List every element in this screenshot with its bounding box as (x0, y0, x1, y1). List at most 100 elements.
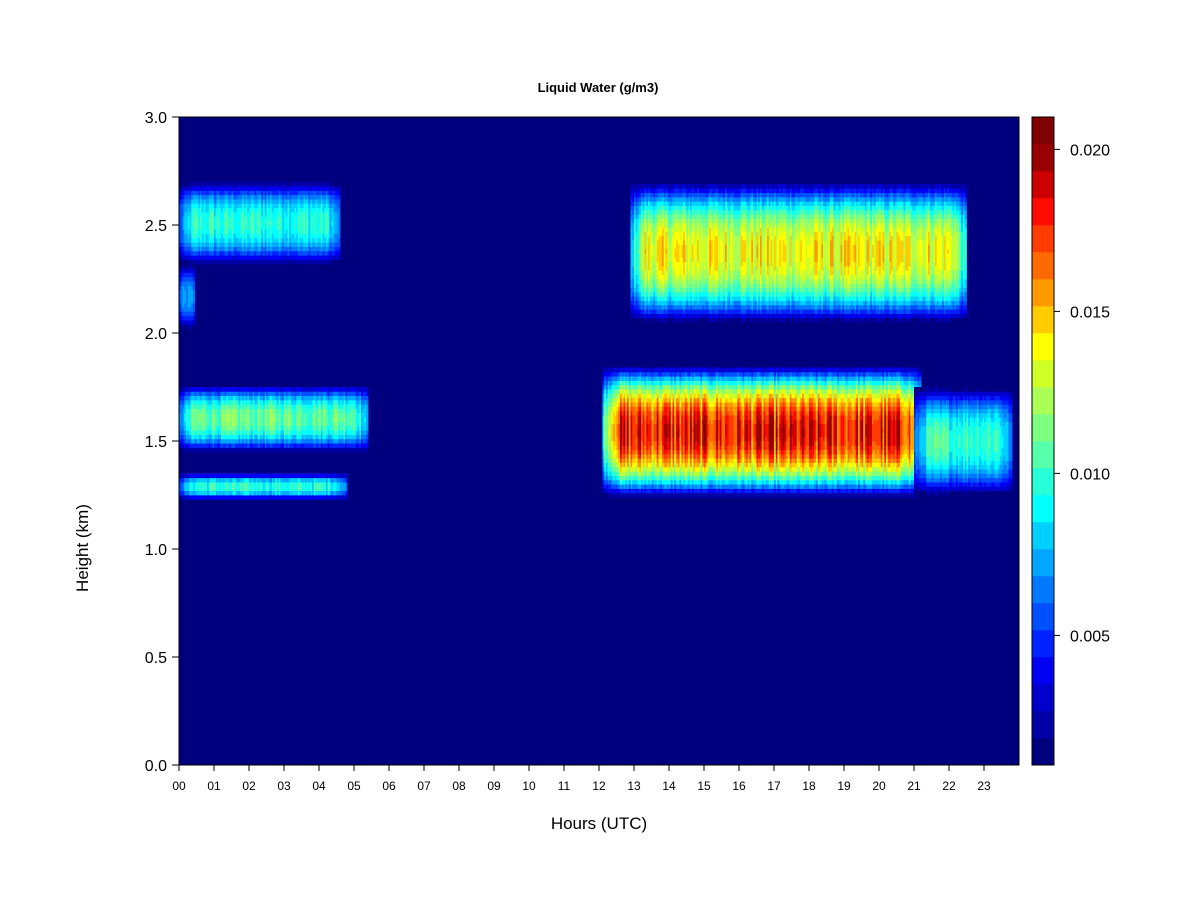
heatmap-cell (306, 242, 309, 247)
heatmap-cell (665, 201, 668, 206)
heatmap-cell (261, 250, 264, 256)
heatmap-cell (725, 261, 728, 267)
heatmap-cell (336, 246, 339, 252)
heatmap-cell (648, 214, 651, 219)
heatmap-cell (658, 209, 661, 215)
heatmap-cell (201, 237, 204, 243)
heatmap-cell (651, 287, 654, 293)
heatmap-cell (299, 212, 302, 217)
heatmap-cell (249, 225, 252, 230)
heatmap-cell (698, 304, 701, 310)
heatmap-cell (697, 235, 700, 241)
heatmap-cell (719, 291, 722, 297)
heatmap-cell (658, 188, 661, 193)
heatmap-cell (723, 209, 726, 215)
heatmap-cell (697, 313, 700, 319)
heatmap-cell (233, 220, 236, 226)
heatmap-cell (714, 192, 717, 198)
heatmap-cell (644, 231, 647, 237)
heatmap-cell (686, 248, 689, 254)
heatmap-cell (683, 266, 686, 271)
heatmap-cell (726, 266, 729, 271)
heatmap-cell (306, 255, 309, 260)
heatmap-cell (700, 196, 703, 202)
heatmap-cell (639, 183, 642, 189)
heatmap-cell (217, 259, 220, 265)
heatmap-cell (634, 261, 637, 267)
heatmap-cell (697, 270, 700, 276)
heatmap-cell (630, 304, 633, 310)
heatmap-cell (231, 212, 234, 217)
heatmap-cell (264, 250, 267, 256)
heatmap-cell (305, 242, 308, 247)
heatmap-cell (320, 220, 323, 226)
heatmap-cell (676, 201, 679, 206)
heatmap-cell (672, 283, 675, 289)
heatmap-cell (716, 291, 719, 297)
heatmap-cell (271, 194, 274, 200)
heatmap-cell (642, 309, 645, 314)
heatmap-cell (210, 255, 213, 260)
heatmap-cell (711, 266, 714, 271)
heatmap-cell (238, 199, 241, 204)
heatmap-cell (648, 266, 651, 271)
heatmap-cell (291, 199, 294, 204)
heatmap-cell (184, 229, 187, 235)
heatmap-cell (203, 233, 206, 239)
heatmap-cell (653, 274, 656, 280)
heatmap-cell (644, 270, 647, 276)
heatmap-cell (236, 194, 239, 200)
heatmap-cell (245, 246, 248, 252)
heatmap-cell (191, 285, 194, 291)
heatmap-cell (695, 261, 698, 267)
heatmap-cell (287, 203, 290, 209)
heatmap-cell (235, 212, 238, 217)
heatmap-cell (719, 317, 722, 323)
heatmap-cell (334, 259, 337, 265)
heatmap-cell (298, 186, 301, 191)
heatmap-cell (726, 300, 729, 306)
heatmap-cell (229, 216, 232, 222)
heatmap-cell (256, 237, 259, 243)
heatmap-cell (180, 225, 183, 230)
heatmap-cell (656, 317, 659, 323)
heatmap-cell (653, 257, 656, 263)
heatmap-cell (273, 207, 276, 213)
heatmap-cell (186, 268, 189, 273)
heatmap-cell (284, 255, 287, 260)
heatmap-cell (200, 186, 203, 191)
heatmap-cell (256, 203, 259, 209)
heatmap-cell (684, 196, 687, 202)
heatmap-cell (695, 192, 698, 198)
heatmap-cell (259, 207, 262, 213)
heatmap-cell (662, 291, 665, 297)
heatmap-cell (660, 261, 663, 267)
heatmap-cell (695, 209, 698, 215)
heatmap-cell (282, 246, 285, 252)
heatmap-cell (711, 317, 714, 323)
heatmap-cell (301, 186, 304, 191)
heatmap-cell (280, 199, 283, 204)
heatmap-cell (688, 227, 691, 232)
heatmap-cell (705, 309, 708, 314)
heatmap-cell (240, 216, 243, 222)
heatmap-cell (642, 244, 645, 250)
heatmap-cell (243, 190, 246, 196)
heatmap-cell (326, 181, 329, 187)
heatmap-cell (215, 207, 218, 213)
heatmap-cell (718, 209, 721, 215)
heatmap-cell (658, 183, 661, 189)
heatmap-cell (723, 192, 726, 198)
heatmap-cell (667, 287, 670, 293)
heatmap-cell (338, 246, 341, 252)
heatmap-cell (644, 304, 647, 310)
heatmap-cell (709, 205, 712, 211)
heatmap-cell (637, 270, 640, 276)
heatmap-cell (632, 300, 635, 306)
heatmap-cell (646, 274, 649, 280)
heatmap-cell (284, 207, 287, 213)
heatmap-cell (693, 274, 696, 280)
heatmap-cell (683, 274, 686, 280)
heatmap-cell (336, 242, 339, 247)
heatmap-cell (649, 296, 652, 301)
